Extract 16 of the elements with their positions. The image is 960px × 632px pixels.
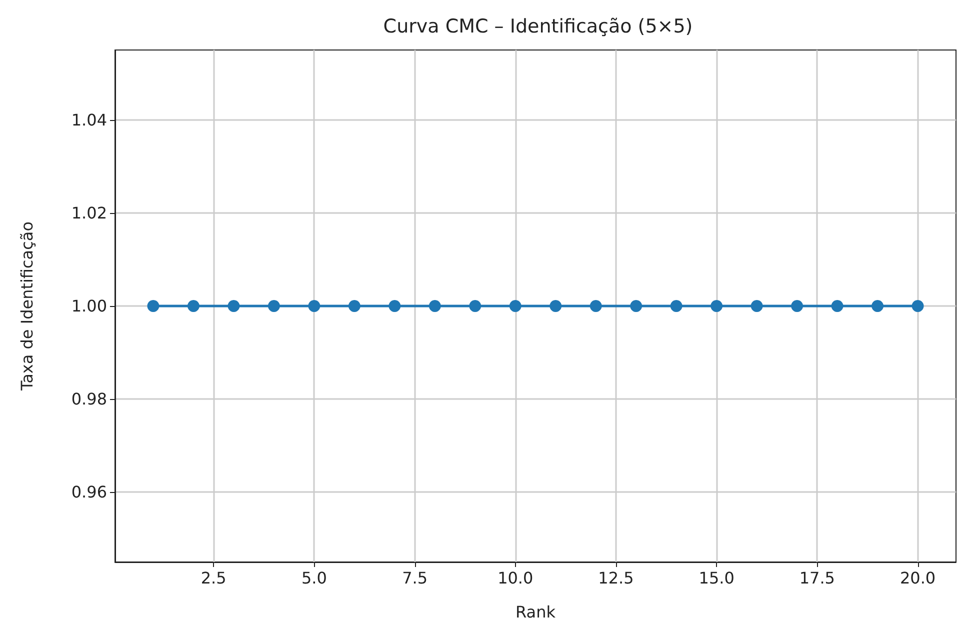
y-tick-label: 1.02 — [71, 203, 107, 222]
x-tick-label: 17.5 — [799, 568, 835, 588]
x-tick-label: 7.5 — [402, 568, 428, 588]
y-tick-label: 1.00 — [71, 296, 107, 316]
x-tick-label: 20.0 — [900, 568, 936, 588]
x-tick-label: 15.0 — [698, 568, 734, 588]
y-axis-title: Taxa de Identificação — [18, 221, 36, 392]
chart-title: Curva CMC – Identificação (5×5) — [383, 16, 693, 38]
x-axis-title: Rank — [516, 602, 556, 622]
x-tick-label: 12.5 — [598, 568, 634, 588]
x-tick-label: 5.0 — [301, 568, 327, 588]
y-tick-label: 0.98 — [71, 390, 107, 409]
y-tick-label: 0.96 — [71, 482, 107, 502]
y-tick-label: 1.04 — [71, 110, 107, 130]
x-tick-label: 2.5 — [200, 568, 226, 588]
x-tick-label: 10.0 — [498, 568, 534, 588]
